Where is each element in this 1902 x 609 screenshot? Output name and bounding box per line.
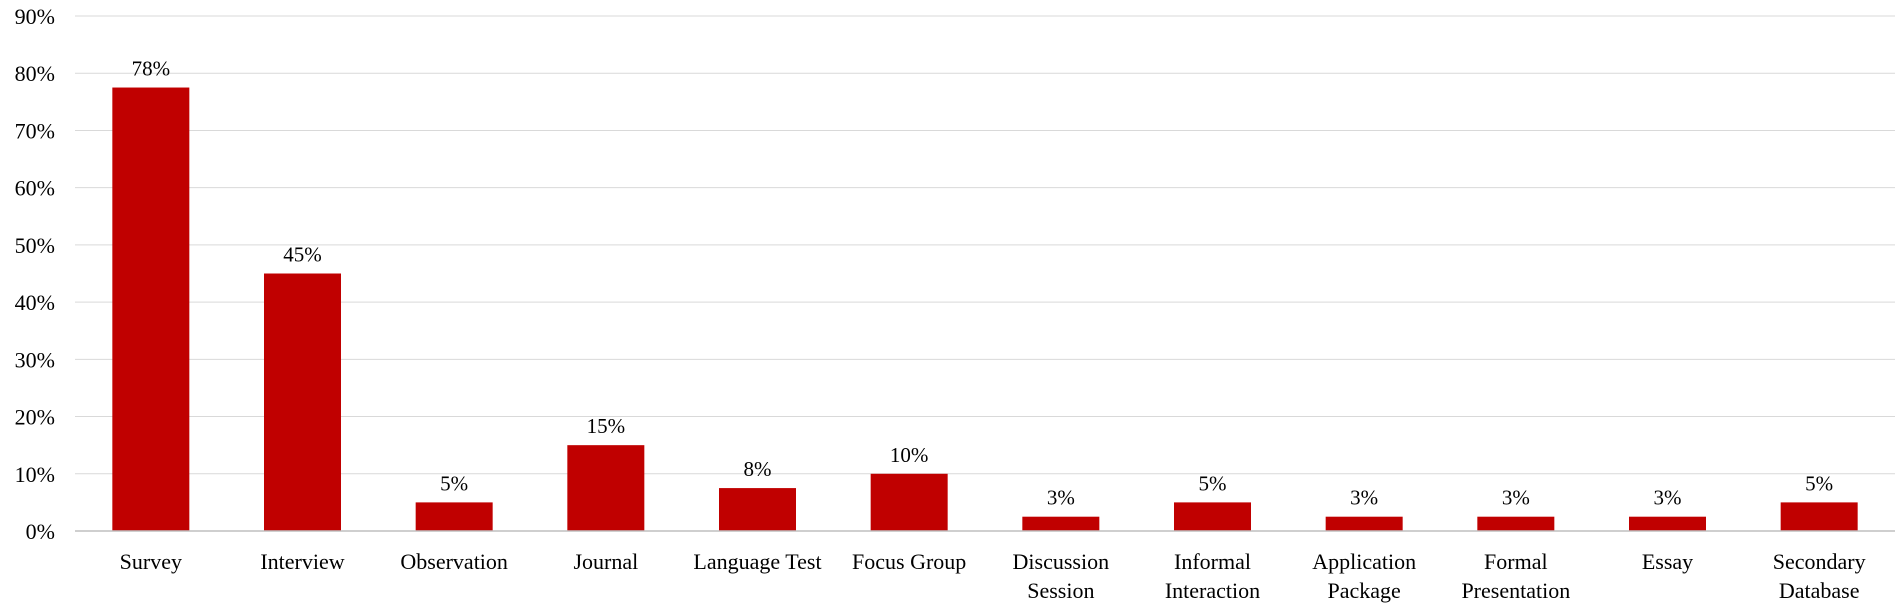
bar [1780, 502, 1858, 531]
x-tick-label: Interview [260, 549, 344, 574]
bar [567, 445, 645, 531]
bar [1174, 502, 1251, 531]
bar [870, 473, 948, 531]
x-tick-label: Observation [400, 549, 508, 574]
x-tick-label: Secondary [1773, 549, 1866, 574]
x-tick-label: Formal [1484, 549, 1548, 574]
x-tick-label: Journal [573, 549, 638, 574]
x-tick-label: Presentation [1461, 578, 1570, 603]
data-label: 5% [440, 471, 468, 495]
y-tick-label: 70% [15, 118, 55, 143]
x-tick-label: Session [1027, 578, 1094, 603]
y-tick-label: 10% [15, 462, 55, 487]
x-tick-label: Language Test [693, 549, 821, 574]
data-label: 5% [1805, 471, 1833, 495]
y-tick-label: 30% [15, 347, 55, 372]
data-label: 3% [1047, 486, 1075, 510]
bars [112, 87, 1858, 532]
x-tick-label: Informal [1174, 549, 1251, 574]
x-tick-label: Database [1779, 578, 1860, 603]
x-axis-labels: Survey Interview Observation Journal Languag… [120, 549, 1866, 603]
bar [1629, 516, 1706, 531]
bar [1022, 516, 1100, 531]
x-tick-label: Interaction [1165, 578, 1260, 603]
y-tick-label: 90% [15, 4, 55, 29]
bar [264, 273, 341, 531]
data-label: 15% [587, 414, 626, 438]
x-tick-label: Survey [120, 549, 182, 574]
x-tick-label: Package [1328, 578, 1401, 603]
bar [1325, 516, 1403, 531]
x-tick-label: Essay [1642, 549, 1693, 574]
bar [1477, 516, 1555, 531]
x-tick-label: Focus Group [852, 549, 966, 574]
data-label: 45% [283, 243, 322, 267]
data-label: 8% [744, 457, 772, 481]
gridlines [75, 15, 1895, 475]
data-label: 5% [1199, 471, 1227, 495]
data-labels: 78% 45% 5% 15% 8% 10% 3% 5% 3% 3% 3% 5% [132, 57, 1834, 510]
y-tick-label: 80% [15, 61, 55, 86]
y-tick-label: 60% [15, 176, 55, 201]
data-label: 10% [890, 443, 929, 467]
y-tick-label: 0% [26, 519, 55, 544]
x-tick-label: Discussion [1013, 549, 1110, 574]
bar [112, 87, 190, 532]
bar [719, 488, 796, 531]
bar [415, 502, 493, 531]
y-tick-label: 40% [15, 290, 55, 315]
y-axis-ticks: 0% 10% 20% 30% 40% 50% 60% 70% 80% 90% [15, 4, 55, 544]
data-label: 3% [1502, 486, 1530, 510]
y-tick-label: 50% [15, 233, 55, 258]
data-label: 3% [1654, 486, 1682, 510]
x-tick-label: Application [1312, 549, 1416, 574]
y-tick-label: 20% [15, 405, 55, 430]
data-label: 3% [1350, 486, 1378, 510]
data-label: 78% [132, 57, 171, 81]
